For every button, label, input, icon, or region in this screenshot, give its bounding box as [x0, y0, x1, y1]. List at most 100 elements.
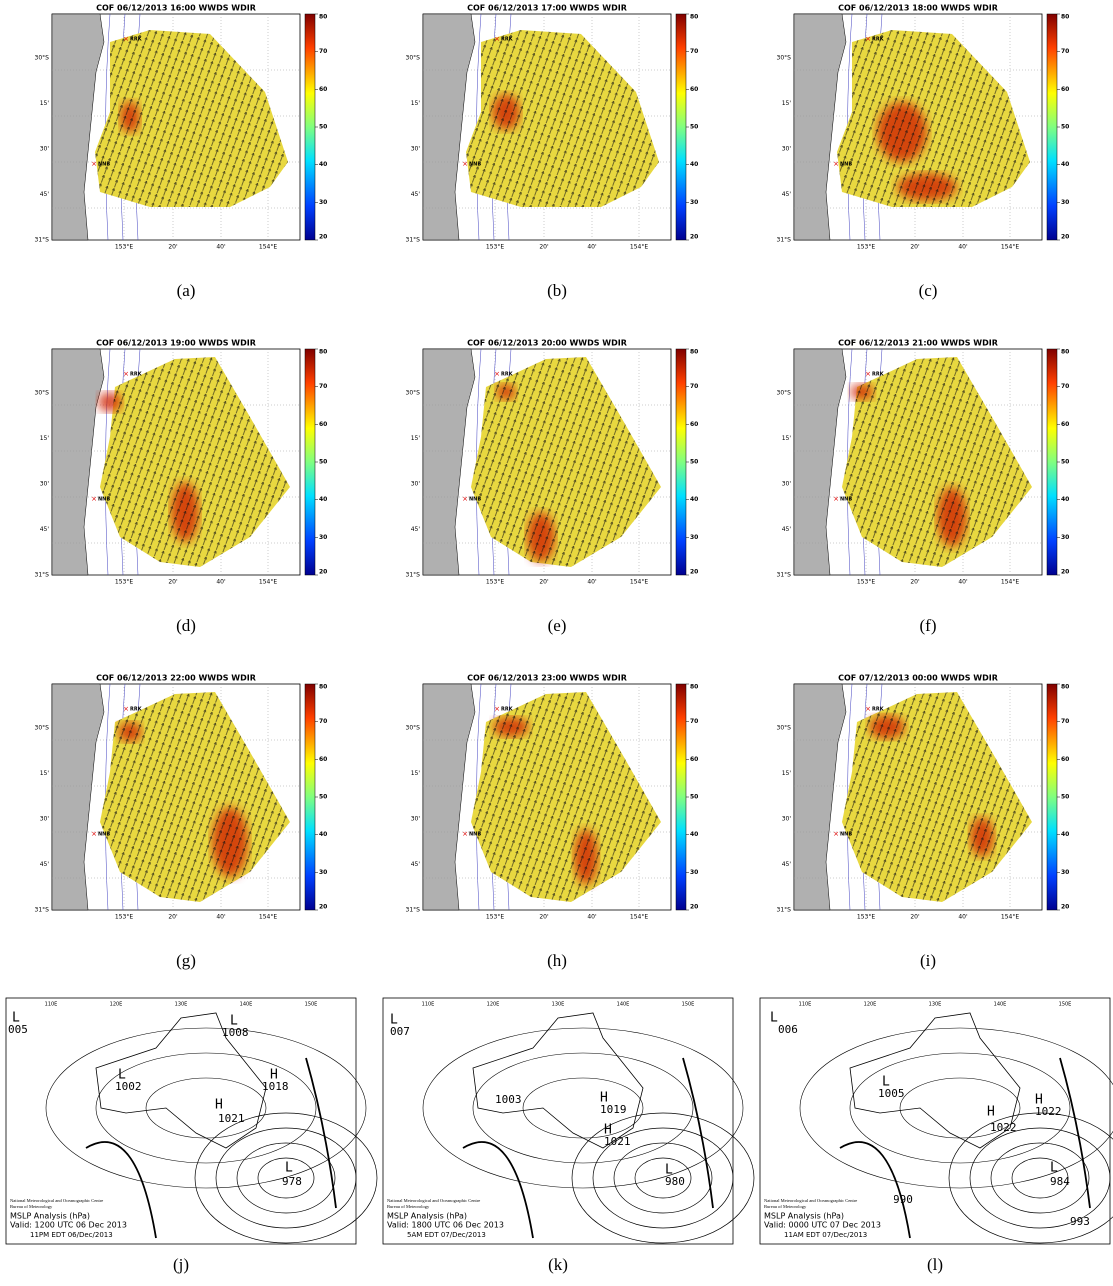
- station-marker: ×: [123, 370, 129, 378]
- isobar: [990, 1142, 1090, 1214]
- y-label: 30': [411, 481, 421, 488]
- colorbar-label: 40: [319, 161, 327, 168]
- y-label: 45': [782, 526, 792, 533]
- caption: (h): [547, 951, 567, 970]
- wind-vectors: [100, 357, 290, 567]
- pressure-label: H: [604, 1123, 612, 1138]
- colorbar-label: 70: [1061, 48, 1069, 55]
- colorbar-label: 70: [690, 48, 698, 55]
- colorbar-label: 30: [1061, 534, 1069, 541]
- colorbar-label: 80: [690, 684, 698, 691]
- local-time: 5AM EDT 07/Dec/2013: [407, 1231, 486, 1239]
- longitude-label: 140E: [240, 1002, 253, 1008]
- colorbar-label: 80: [319, 684, 327, 691]
- colorbar: [1046, 683, 1058, 911]
- pressure-label: L: [118, 1068, 126, 1083]
- wind-vectors: [471, 692, 661, 902]
- colorbar-label: 80: [1061, 349, 1069, 356]
- y-label: 31°S: [777, 237, 792, 244]
- valid-time: Valid: 1800 UTC 06 Dec 2013: [387, 1221, 504, 1230]
- longitude-label: 150E: [682, 1002, 695, 1008]
- colorbar: [304, 683, 316, 911]
- isobar: [194, 1112, 378, 1244]
- wind-panel: COF 06/12/2013 16:00 WWDS WDIR 30°S 15' 30'…: [35, 4, 328, 300]
- longitude-label: 130E: [552, 1002, 565, 1008]
- agency: Bureau of Meteorology: [764, 1204, 807, 1209]
- pressure-label: L: [665, 1163, 673, 1178]
- australia: [472, 1012, 644, 1149]
- isobar: [799, 1027, 1113, 1189]
- longitude-label: 140E: [994, 1002, 1007, 1008]
- colorbar-label: 30: [690, 534, 698, 541]
- colorbar-label: 30: [319, 199, 327, 206]
- pressure-label: 984: [1050, 1175, 1070, 1188]
- pressure-label: L: [390, 1013, 398, 1028]
- colorbar-label: 50: [1061, 459, 1069, 466]
- y-label: 45': [40, 526, 50, 533]
- pressure-label: 005: [8, 1023, 28, 1036]
- x-label: 40': [587, 579, 597, 586]
- station-marker: ×: [865, 35, 871, 43]
- pressure-label: 1019: [600, 1103, 627, 1116]
- station-marker: ×: [833, 830, 839, 838]
- colorbar: [675, 13, 687, 241]
- agency: Bureau of Meteorology: [10, 1204, 53, 1209]
- pressure-label: 990: [893, 1193, 913, 1206]
- colorbar-label: 60: [690, 421, 698, 428]
- isobar: [849, 1052, 1071, 1164]
- isobar: [45, 1027, 367, 1189]
- caption: (j): [173, 1255, 189, 1274]
- australia: [849, 1012, 1021, 1149]
- pressure-label: H: [215, 1098, 223, 1113]
- y-label: 30': [411, 816, 421, 823]
- wind-vectors: [471, 357, 661, 567]
- synoptic-map: 110E 120E 130E 140E 150EL006L1005H1022H1022L…: [759, 997, 1113, 1274]
- station-label: RRK: [501, 707, 514, 713]
- y-label: 30': [782, 146, 792, 153]
- australia: [95, 1012, 267, 1149]
- isobar: [948, 1112, 1113, 1244]
- x-label: 154°E: [1001, 914, 1019, 921]
- station-marker: ×: [833, 495, 839, 503]
- caption: (d): [176, 616, 196, 635]
- colorbar-label: 60: [319, 756, 327, 763]
- isobar: [592, 1127, 734, 1229]
- local-time: 11PM EDT 06/Dec/2013: [30, 1231, 113, 1239]
- cold-front: [85, 1141, 157, 1239]
- x-label: 20': [168, 244, 178, 251]
- colorbar-label: 80: [319, 349, 327, 356]
- x-label: 153°E: [857, 244, 875, 251]
- y-label: 31°S: [777, 907, 792, 914]
- isobar: [422, 1027, 744, 1189]
- colorbar-label: 20: [1061, 904, 1069, 911]
- station-marker: ×: [462, 495, 468, 503]
- x-label: 20': [910, 244, 920, 251]
- colorbar-label: 20: [690, 904, 698, 911]
- station-label: RRK: [501, 372, 514, 378]
- y-label: 30°S: [406, 725, 421, 732]
- colorbar-label: 70: [319, 383, 327, 390]
- x-label: 154°E: [259, 244, 277, 251]
- y-label: 45': [411, 526, 421, 533]
- y-label: 15': [782, 100, 792, 107]
- y-label: 31°S: [406, 572, 421, 579]
- colorbar-label: 40: [690, 161, 698, 168]
- station-marker: ×: [865, 370, 871, 378]
- x-label: 153°E: [486, 244, 504, 251]
- y-label: 30°S: [777, 55, 792, 62]
- panel-title: COF 06/12/2013 18:00 WWDS WDIR: [838, 4, 998, 13]
- colorbar-label: 40: [690, 831, 698, 838]
- colorbar-label: 80: [690, 14, 698, 21]
- pressure-label: H: [600, 1091, 608, 1106]
- station-label: NNB: [98, 162, 110, 168]
- agency: National Meteorological and Oceanographi…: [10, 1198, 103, 1203]
- y-label: 30°S: [35, 725, 50, 732]
- x-label: 154°E: [1001, 244, 1019, 251]
- panel-title: COF 06/12/2013 19:00 WWDS WDIR: [96, 339, 256, 348]
- colorbar-label: 80: [1061, 14, 1069, 21]
- synoptic-map: 110E 120E 130E 140E 150EL005L1008L1002H1018H…: [5, 997, 378, 1274]
- colorbar: [304, 13, 316, 241]
- pressure-label: L: [1050, 1161, 1058, 1176]
- x-label: 40': [958, 244, 968, 251]
